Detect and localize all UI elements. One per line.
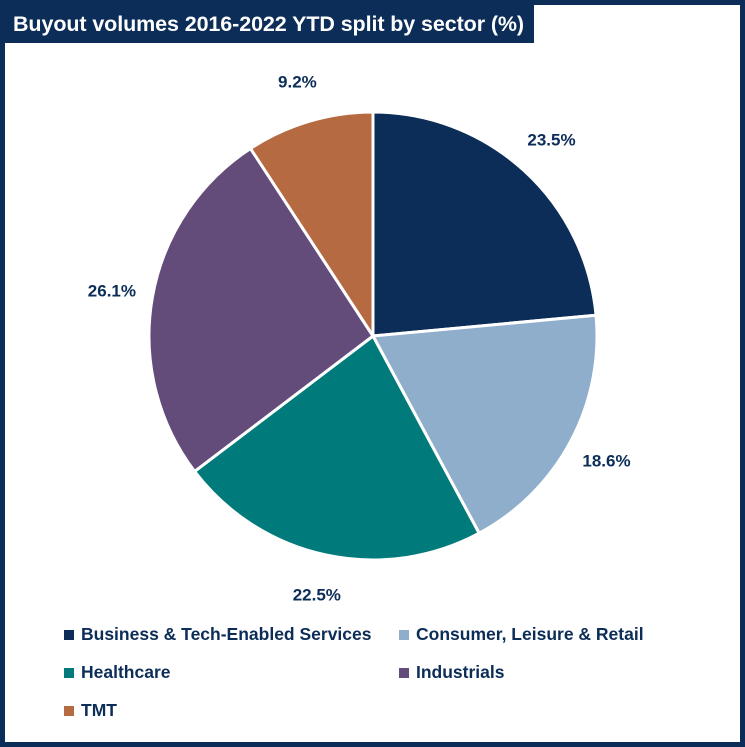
legend-swatch: [399, 629, 409, 640]
legend-item-consumer-leisure-and-retail: Consumer, Leisure & Retail: [399, 624, 644, 645]
legend-item-industrials: Industrials: [399, 662, 505, 683]
legend-item-business-and-tech-enabled-services: Business & Tech-Enabled Services: [64, 624, 372, 645]
pie-data-labels: 23.5% 18.6% 22.5% 26.1% 9.2%: [88, 73, 631, 605]
data-label-healthcare: 22.5%: [293, 586, 341, 605]
legend-label: TMT: [81, 700, 117, 720]
legend-swatch: [399, 667, 409, 678]
legend-item-healthcare: Healthcare: [64, 662, 171, 683]
pie-slice-consumer-leisure-and-retail: [371, 313, 599, 535]
pie-slice-business-and-tech-enabled-services: [371, 110, 598, 338]
pie-slices: [147, 110, 599, 562]
legend-item-tmt: TMT: [64, 700, 117, 721]
pie-slice-tmt: [249, 110, 375, 338]
data-label-tmt: 9.2%: [278, 73, 317, 92]
legend-label: Consumer, Leisure & Retail: [416, 624, 644, 644]
pie-slice-healthcare: [193, 334, 481, 562]
title-bar: Buyout volumes 2016-2022 YTD split by se…: [5, 5, 534, 43]
data-label-business-and-tech-enabled-services: 23.5%: [527, 131, 575, 150]
pie-slice-industrials: [147, 146, 375, 473]
legend-swatch: [64, 667, 74, 678]
chart-legend: Business & Tech-Enabled Services Consumer…: [64, 624, 724, 734]
legend-label: Industrials: [416, 662, 505, 682]
legend-swatch: [64, 629, 74, 640]
chart-title: Buyout volumes 2016-2022 YTD split by se…: [13, 11, 524, 36]
data-label-consumer-leisure-and-retail: 18.6%: [582, 452, 630, 471]
legend-swatch: [64, 705, 74, 716]
data-label-industrials: 26.1%: [88, 281, 136, 300]
legend-label: Healthcare: [81, 662, 171, 682]
pie-chart: 23.5% 18.6% 22.5% 26.1% 9.2%: [88, 73, 631, 605]
legend-label: Business & Tech-Enabled Services: [81, 624, 372, 644]
